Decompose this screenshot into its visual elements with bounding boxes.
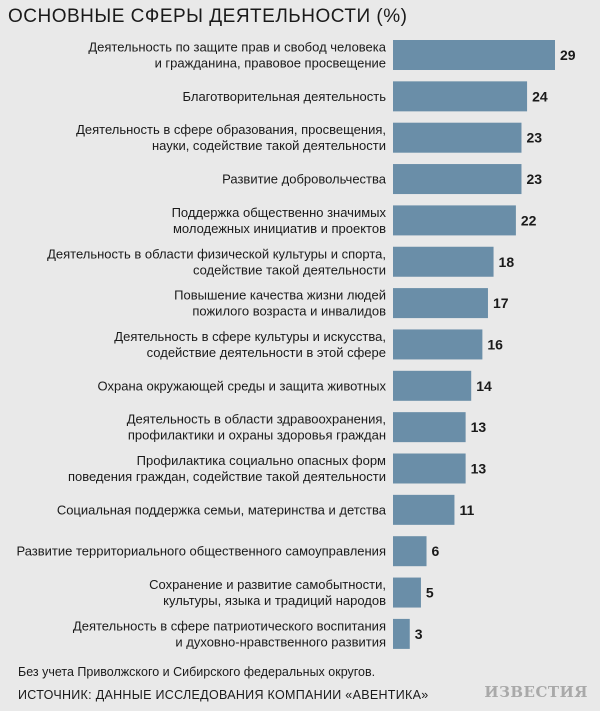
bar-value-label: 16 [487,336,503,352]
bar-value-label: 13 [471,461,487,477]
category-label: Социальная поддержка семьи, материнства … [57,502,387,517]
bar [393,329,483,360]
publisher-logo: ИЗВЕСТИЯ [484,683,588,701]
category-label: Благотворительная деятельность [182,89,386,104]
bar-value-label: 23 [526,171,542,187]
category-label: Деятельность по защите прав и свобод чел… [88,40,386,71]
bar [393,370,472,401]
footnote: Без учета Приволжского и Сибирского феде… [18,665,376,679]
bar [393,164,522,195]
category-label: Поддержка общественно значимых молодежных… [172,205,387,236]
bar [393,412,466,443]
bar [393,246,494,277]
bar-value-label: 18 [499,254,515,270]
bar-value-label: 5 [426,585,434,601]
bar-value-label: 22 [521,212,537,228]
bar-value-label: 13 [471,419,487,435]
category-label: Профилактика социально опасных форм повед… [68,453,386,484]
category-label: Деятельность в сфере культуры и искусств… [114,329,386,360]
category-label: Деятельность в сфере образования, просве… [76,122,386,153]
bar-value-label: 24 [532,88,548,104]
bar-value-label: 29 [560,47,576,63]
chart-title: ОСНОВНЫЕ СФЕРЫ ДЕЯТЕЛЬНОСТИ (%) [8,6,408,27]
category-label: Сохранение и развитие самобытности, культ… [149,577,386,608]
category-label: Деятельность в сфере патриотического вос… [73,618,386,649]
bar-value-label: 3 [415,626,423,642]
category-label: Деятельность в области здравоохранения, п… [127,412,386,443]
category-label: Развитие территориального общественного … [16,544,386,559]
bar [393,81,528,112]
bar [393,205,516,236]
bar [393,40,555,70]
category-label: Развитие добровольчества [222,172,387,187]
bar-value-label: 17 [493,295,509,311]
bar-value-label: 11 [459,502,474,518]
source-note: ИСТОЧНИК: ДАННЫЕ ИССЛЕДОВАНИЯ КОМПАНИИ «… [18,688,429,702]
bar [393,494,455,525]
bar [393,577,421,608]
bar [393,453,466,484]
category-label: Повышение качества жизни людей пожилого в… [174,288,386,319]
bar [393,288,488,319]
category-label: Охрана окружающей среды и защита животны… [98,378,387,393]
bar-value-label: 14 [476,378,492,394]
bar [393,618,410,649]
bar [393,122,522,153]
bar [393,536,427,567]
bar-value-label: 23 [526,130,542,146]
bar-value-label: 6 [432,543,440,559]
category-label: Деятельность в области физической культу… [47,246,386,277]
